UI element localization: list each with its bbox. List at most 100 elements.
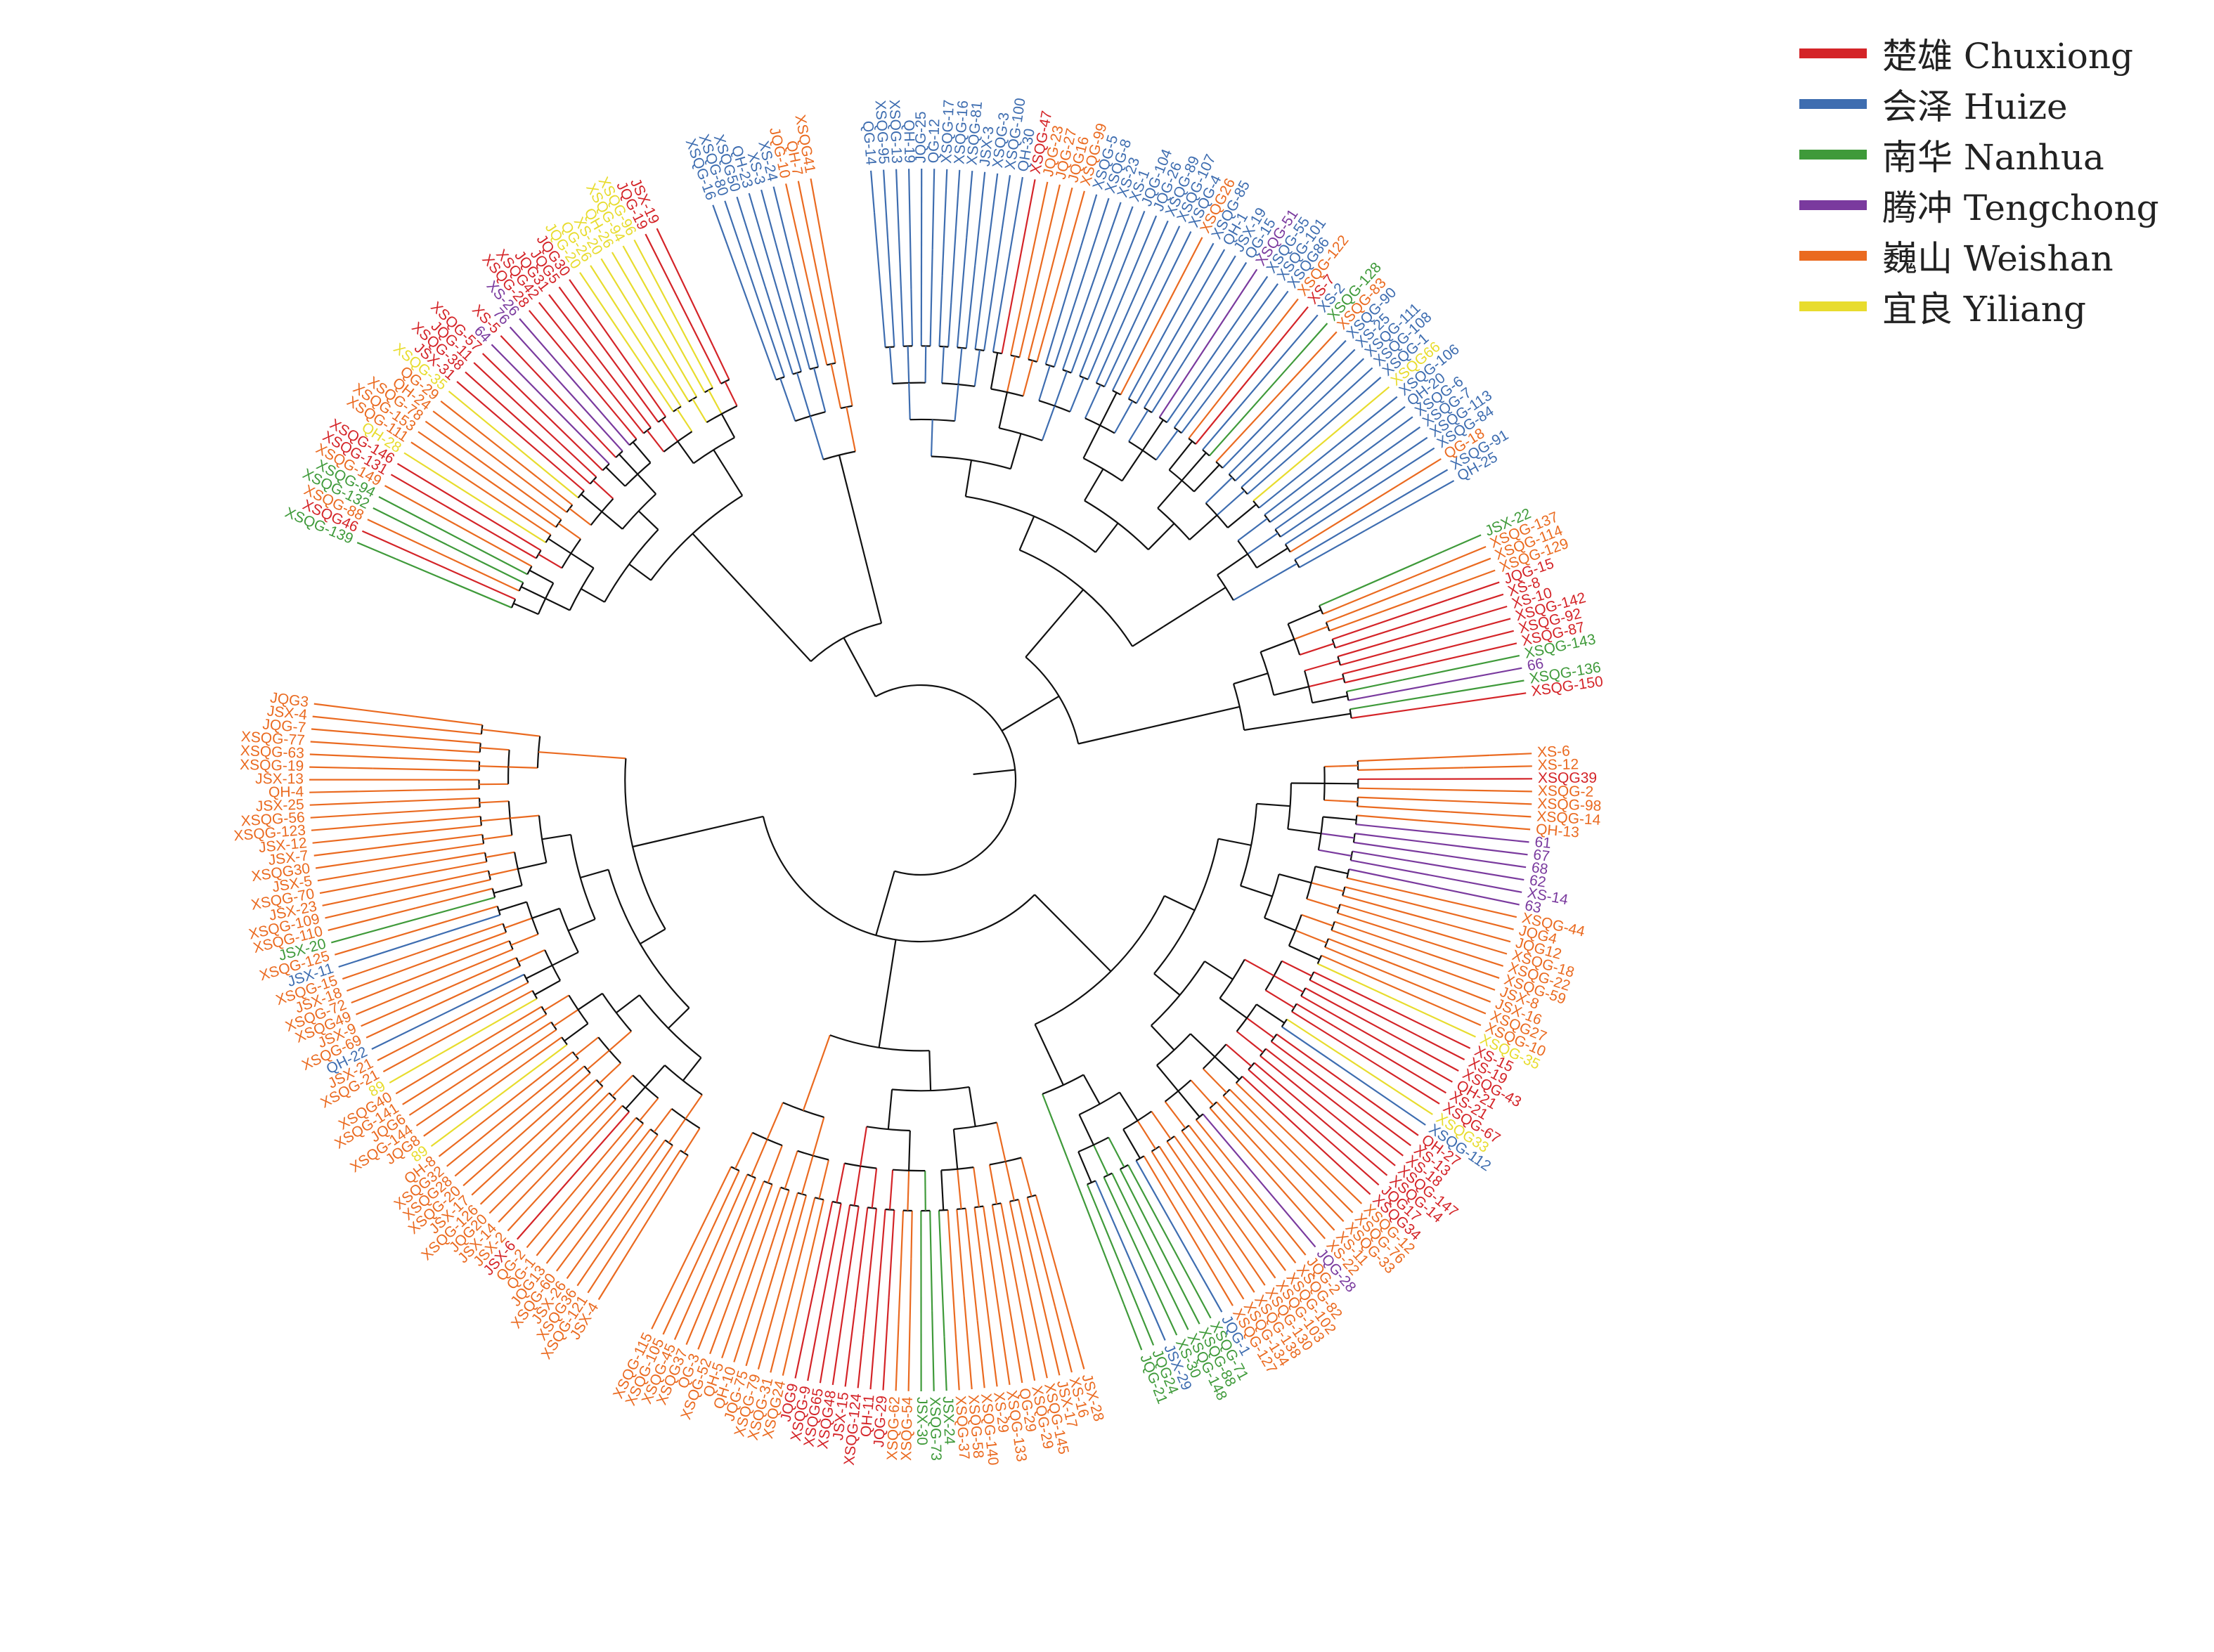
internal-branch (1195, 1119, 1234, 1166)
internal-branch (751, 1138, 768, 1177)
internal-branch (488, 493, 552, 536)
internal-branch (1190, 1079, 1215, 1106)
internal-branch (1260, 1055, 1295, 1084)
internal-branch (1188, 1124, 1266, 1224)
internal-branch (1150, 1025, 1175, 1051)
legend-item-tengchong: 腾冲 Tengchong (1799, 180, 2159, 230)
internal-branch (928, 1051, 932, 1091)
legend-item-huize: 会泽 Huize (1799, 79, 2159, 129)
internal-branch (1319, 551, 1443, 607)
internal-arc (479, 798, 481, 807)
internal-arc (1235, 1076, 1243, 1084)
internal-branch (1293, 625, 1328, 640)
leaf-branch (365, 982, 486, 1039)
internal-branch (518, 1058, 579, 1109)
leaf-branch (1375, 1104, 1419, 1136)
internal-arc (797, 1150, 829, 1161)
internal-branch (782, 308, 803, 372)
internal-branch (609, 1030, 632, 1051)
internal-branch (604, 350, 659, 423)
internal-branch (727, 472, 744, 496)
leaf-branch (1257, 1178, 1316, 1248)
internal-branch (605, 467, 626, 487)
leaf-branch (1250, 306, 1309, 378)
internal-branch (493, 885, 522, 894)
leaf-branch (1120, 215, 1158, 301)
internal-branch (1281, 960, 1312, 977)
internal-branch (580, 869, 609, 879)
internal-branch (1077, 1187, 1125, 1305)
internal-branch (746, 265, 786, 377)
internal-branch (1337, 912, 1391, 931)
leaf-branch (807, 1315, 821, 1381)
internal-branch (1173, 368, 1218, 429)
internal-branch (1324, 765, 1359, 768)
internal-branch (764, 286, 794, 375)
internal-branch (1253, 1062, 1339, 1135)
internal-branch (401, 824, 482, 835)
internal-arc (1164, 1079, 1192, 1103)
internal-branch (854, 1207, 869, 1308)
internal-branch (1164, 1100, 1186, 1129)
internal-arc (526, 566, 533, 575)
leaf-label: XSQG-2 (1538, 783, 1594, 800)
internal-arc (953, 1121, 997, 1131)
internal-branch (899, 263, 905, 346)
internal-branch (1036, 305, 1054, 363)
internal-branch (1269, 493, 1310, 523)
leaf-label: XSQG-16 (951, 100, 971, 164)
internal-branch (1041, 405, 1056, 441)
internal-branch (581, 587, 605, 603)
internal-branch (395, 861, 487, 880)
leaf-label: QH-11 (858, 1394, 878, 1438)
internal-arc (544, 949, 562, 981)
leaf-branch (500, 334, 574, 413)
internal-branch (767, 1145, 783, 1183)
internal-branch (517, 949, 545, 963)
deep-arc (762, 816, 1035, 943)
leaf-label: JSX-25 (255, 797, 304, 815)
leaf-branch (1433, 853, 1527, 869)
leaf-branch (1305, 367, 1373, 429)
internal-branch (616, 994, 640, 1014)
internal-branch (1323, 816, 1357, 821)
leaf-branch (536, 1171, 604, 1256)
internal-branch (908, 1130, 911, 1171)
legend-item-yiliang: 宜良 Yiliang (1799, 281, 2159, 332)
internal-branch (653, 1108, 673, 1133)
internal-branch (983, 228, 1003, 351)
root-arc (875, 684, 1017, 876)
internal-branch (1300, 995, 1362, 1032)
internal-branch (361, 806, 480, 816)
internal-branch (740, 1184, 773, 1269)
internal-branch (639, 1098, 659, 1121)
internal-branch (645, 1065, 666, 1088)
internal-arc (1342, 673, 1346, 683)
internal-branch (1260, 638, 1295, 653)
deep-stem (843, 637, 876, 697)
leaf-branch (1257, 298, 1299, 351)
leaf-branch (785, 183, 810, 288)
leaf-branch (1392, 997, 1476, 1038)
internal-arc (941, 1166, 974, 1171)
internal-arc (1103, 1172, 1113, 1178)
leaf-branch (1122, 1303, 1143, 1351)
internal-branch (1205, 476, 1233, 504)
leaf-branch (1153, 237, 1203, 331)
leaf-label: XSQG-63 (240, 743, 304, 762)
internal-branch (559, 443, 597, 478)
internal-branch (1127, 1164, 1176, 1252)
leaf-branch (390, 474, 484, 529)
internal-branch (526, 964, 553, 980)
leaf-branch (1397, 828, 1529, 843)
leaf-label: XS-6 (1537, 743, 1571, 760)
internal-branch (599, 1062, 621, 1084)
internal-branch (1240, 885, 1273, 897)
leaf-branch (465, 371, 536, 435)
leaf-branch (1328, 1058, 1426, 1126)
leaf-branch (1246, 1134, 1335, 1231)
internal-branch (521, 586, 546, 599)
internal-branch (1278, 873, 1312, 884)
internal-branch (685, 1094, 703, 1119)
internal-branch (860, 1126, 868, 1166)
